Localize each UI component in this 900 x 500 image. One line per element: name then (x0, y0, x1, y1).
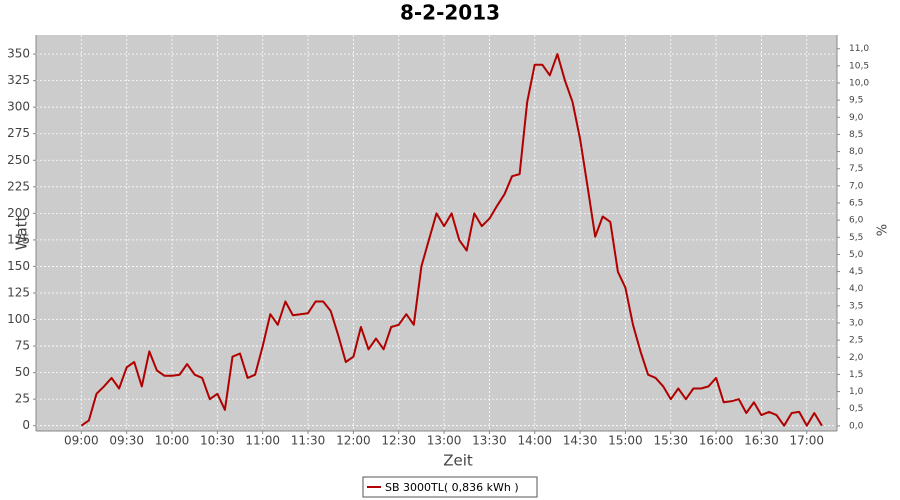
x-tick-label: 11:00 (245, 434, 280, 448)
x-tick-label: 17:00 (789, 434, 824, 448)
y-tick-label: 0 (22, 418, 30, 432)
y2-tick-label: 9,0 (849, 113, 864, 123)
y2-tick-label: 10,5 (849, 61, 869, 71)
x-tick-label: 15:00 (608, 434, 643, 448)
y2-tick-label: 7,0 (849, 181, 864, 191)
x-tick-label: 14:00 (517, 434, 552, 448)
y2-tick-label: 3,0 (849, 319, 864, 329)
y-tick-label: 350 (7, 47, 30, 61)
x-tick-label: 09:30 (109, 434, 144, 448)
y2-tick-label: 0,0 (849, 421, 864, 431)
y2-tick-label: 10,0 (849, 79, 869, 89)
x-tick-label: 13:30 (472, 434, 507, 448)
y2-tick-label: 5,0 (849, 250, 864, 260)
y-tick-label: 75 (15, 339, 30, 353)
y2-tick-label: 8,0 (849, 147, 864, 157)
x-tick-label: 10:30 (200, 434, 235, 448)
y2-tick-label: 8,5 (849, 130, 863, 140)
x-tick-label: 09:00 (64, 434, 99, 448)
y-tick-label: 275 (7, 126, 30, 140)
y2-tick-label: 11,0 (849, 44, 869, 54)
y2-tick-label: 7,5 (849, 164, 863, 174)
y-axis-label: Watt (13, 215, 31, 250)
y2-tick-label: 0,5 (849, 404, 863, 414)
y-tick-label: 25 (15, 392, 30, 406)
x-tick-label: 10:00 (155, 434, 190, 448)
y-tick-label: 200 (7, 206, 30, 220)
y2-tick-label: 4,0 (849, 284, 864, 294)
y-tick-label: 300 (7, 100, 30, 114)
x-tick-label: 12:30 (381, 434, 416, 448)
x-tick-label: 16:00 (699, 434, 734, 448)
legend-label: SB 3000TL( 0,836 kWh ) (385, 481, 519, 494)
y-tick-label: 100 (7, 312, 30, 326)
x-tick-label: 16:30 (744, 434, 779, 448)
y2-tick-label: 3,5 (849, 301, 863, 311)
plot-area (36, 35, 837, 431)
y2-tick-label: 6,5 (849, 199, 863, 209)
x-tick-label: 14:30 (563, 434, 598, 448)
x-axis-label: Zeit (443, 452, 473, 470)
y2-tick-label: 1,0 (849, 387, 864, 397)
y-tick-label: 250 (7, 153, 30, 167)
y2-tick-label: 6,0 (849, 216, 864, 226)
x-tick-label: 11:30 (291, 434, 326, 448)
y-tick-label: 225 (7, 179, 30, 193)
chart-title: 8-2-2013 (400, 1, 500, 25)
legend (362, 476, 538, 498)
y2-axis-label: % (876, 224, 891, 236)
y-tick-label: 325 (7, 73, 30, 87)
y2-tick-label: 5,5 (849, 233, 863, 243)
y2-tick-label: 9,5 (849, 96, 863, 106)
y-tick-label: 175 (7, 232, 30, 246)
x-tick-label: 13:00 (427, 434, 462, 448)
x-tick-label: 12:00 (336, 434, 371, 448)
y-tick-label: 125 (7, 285, 30, 299)
y2-tick-label: 4,5 (849, 267, 863, 277)
y2-tick-label: 2,5 (849, 336, 863, 346)
y2-tick-label: 1,5 (849, 370, 863, 380)
series-line (80, 53, 823, 427)
y2-tick-label: 2,0 (849, 353, 864, 363)
y-tick-label: 50 (15, 365, 30, 379)
y-tick-label: 150 (7, 259, 30, 273)
x-tick-label: 15:30 (653, 434, 688, 448)
